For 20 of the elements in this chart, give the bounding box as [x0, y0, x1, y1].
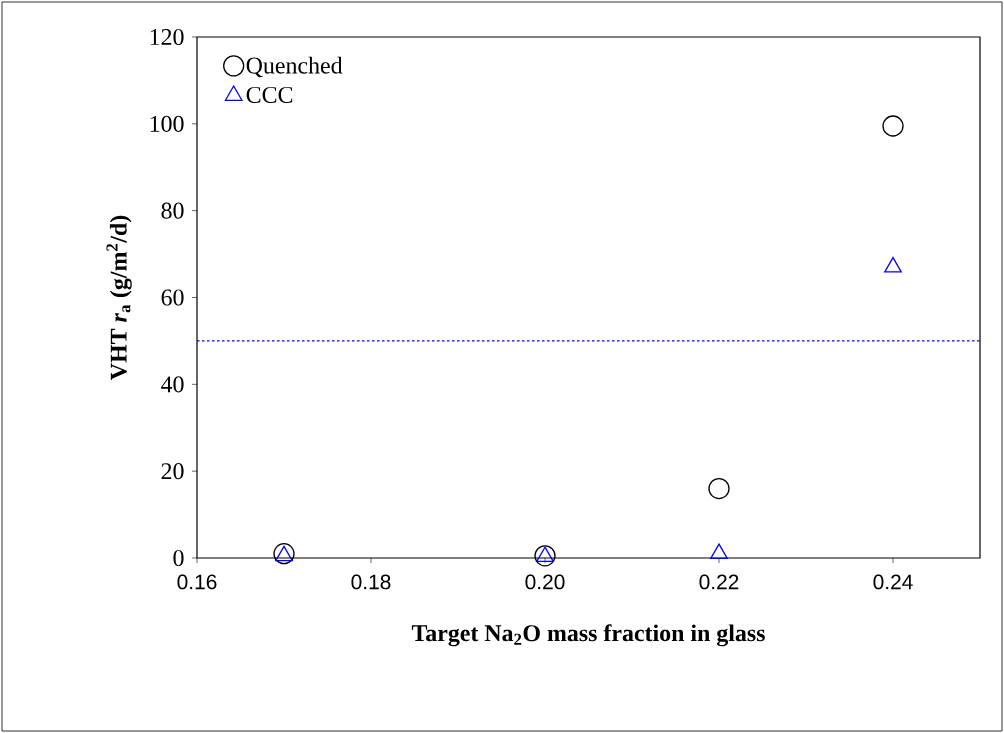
point — [882, 115, 904, 137]
y-tick-label: 120 — [150, 28, 184, 46]
legend-label: Quenched — [246, 56, 343, 78]
x-tick-label: 0.20 — [525, 574, 565, 590]
y-tick-label: 40 — [161, 376, 184, 393]
point — [708, 477, 730, 500]
x-axis-title: Target Na$_{2}$O mass fraction in glass — [411, 624, 765, 647]
x-tick-label: 0.24 — [873, 574, 913, 590]
point — [884, 256, 902, 273]
x-tick-label: 0.18 — [351, 574, 391, 590]
y-tick-label: 80 — [161, 202, 184, 219]
y-tick-label: 0 — [173, 549, 184, 567]
y-axis-title: VHT r$_{a}$ (g/m$^{2}$/d) — [106, 215, 132, 380]
y-tick-label: 20 — [161, 463, 184, 480]
legend-label: CCC — [246, 86, 293, 103]
x-tick-label: 0.16 — [177, 574, 217, 590]
y-tick-label: 100 — [150, 115, 184, 132]
x-tick-label: 0.22 — [699, 574, 739, 590]
y-tick-label: 60 — [161, 289, 184, 306]
point — [710, 543, 728, 560]
